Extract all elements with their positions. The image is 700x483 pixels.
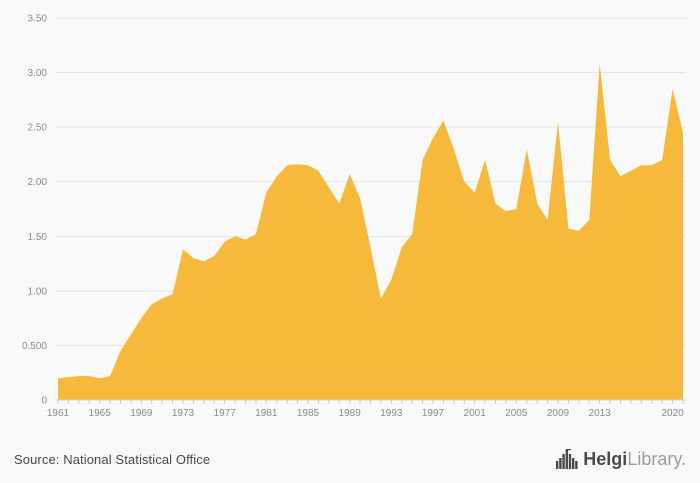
x-axis-label: 2009	[547, 408, 570, 419]
y-axis-label: 0.500	[22, 341, 47, 352]
x-axis-label: 1969	[130, 408, 153, 419]
x-axis-label: 1961	[47, 408, 70, 419]
x-axis-label: 1993	[380, 408, 403, 419]
x-axis-label: 2005	[505, 408, 528, 419]
y-axis-label: 1.00	[28, 286, 48, 297]
x-axis-label: 1965	[89, 408, 112, 419]
x-axis-label: 2001	[464, 408, 487, 419]
area-series	[58, 63, 683, 401]
y-axis-label: 1.50	[28, 232, 48, 243]
x-axis-label: 1997	[422, 408, 445, 419]
helgi-library-logo: HelgiLibrary.	[556, 449, 686, 469]
logo-text-helgi: Helgi	[583, 449, 628, 469]
x-axis-label: 1973	[172, 408, 195, 419]
logo-text-library: Library.	[627, 449, 686, 469]
x-axis-label: 2013	[589, 408, 612, 419]
area-chart: 3.50 3.00 2.50 2.00 1.50 1.00 0.500 0 1961 1965 19…	[22, 14, 686, 419]
y-axis-label: 3.00	[28, 68, 48, 79]
x-axis-label: 2020	[661, 408, 684, 419]
y-axis-label: 0	[41, 396, 47, 407]
y-axis-label: 2.50	[28, 123, 48, 134]
source-label: Source: National Statistical Office	[14, 451, 211, 467]
chart-footer: Source: National Statistical Office Helg…	[0, 441, 700, 477]
x-axis-label: 1989	[339, 408, 362, 419]
x-axis-label: 1981	[255, 408, 278, 419]
helgi-logo-icon	[556, 449, 578, 469]
logo-text: HelgiLibrary.	[583, 449, 686, 469]
y-axis-label: 3.50	[28, 14, 48, 25]
y-axis-label: 2.00	[28, 177, 48, 188]
x-axis-label: 1985	[297, 408, 320, 419]
x-axis-label: 1977	[214, 408, 237, 419]
